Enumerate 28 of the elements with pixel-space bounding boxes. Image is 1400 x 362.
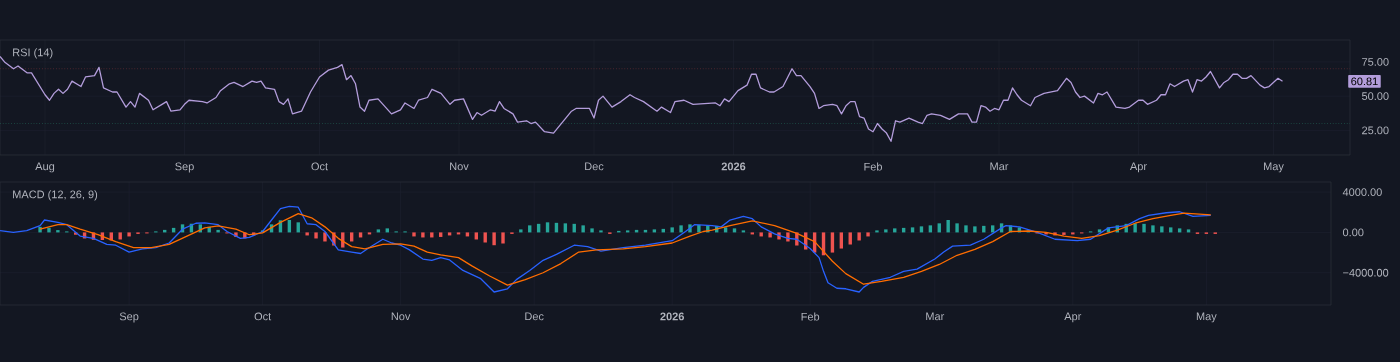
text: 60.81 bbox=[1351, 77, 1378, 86]
y-tick-label: 50.00 bbox=[1361, 92, 1389, 101]
x-tick-label: 2026 bbox=[660, 312, 685, 321]
x-tick-label: Nov bbox=[391, 312, 411, 321]
x-tick-label: May bbox=[1264, 162, 1284, 173]
x-tick-label: Feb bbox=[801, 312, 820, 321]
x-tick-label: Dec bbox=[585, 162, 604, 171]
text: MACD (12, 26, 9) bbox=[13, 190, 98, 201]
x-tick-label: Apr bbox=[1064, 312, 1082, 323]
x-tick-label: May bbox=[1196, 312, 1217, 323]
y-tick-label: 4000.00 bbox=[1342, 188, 1382, 196]
x-tick-label: Feb bbox=[864, 162, 883, 171]
y-tick-label: −4000.00 bbox=[1343, 268, 1389, 277]
x-tick-label: Sep bbox=[119, 312, 139, 323]
x-tick-label: Apr bbox=[1129, 162, 1147, 173]
y-tick-label: 75.00 bbox=[1362, 58, 1389, 66]
y-tick-label: 0.00 bbox=[1342, 228, 1364, 237]
x-tick-label: Mar bbox=[990, 162, 1009, 171]
x-tick-label: 2026 bbox=[721, 162, 746, 171]
x-tick-label: Oct bbox=[311, 162, 328, 171]
x-tick-label: Mar bbox=[926, 312, 945, 321]
x-tick-label: Nov bbox=[450, 162, 469, 171]
x-tick-label: Oct bbox=[254, 312, 272, 321]
text: RSI (14) bbox=[13, 48, 53, 59]
x-tick-label: Aug bbox=[35, 162, 55, 173]
y-tick-label: 25.00 bbox=[1362, 126, 1389, 135]
x-tick-label: Dec bbox=[525, 312, 544, 321]
x-tick-label: Sep bbox=[175, 162, 194, 173]
